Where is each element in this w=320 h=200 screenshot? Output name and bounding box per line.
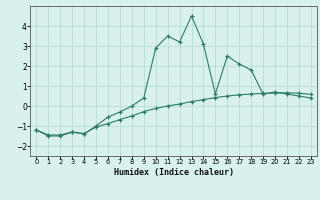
X-axis label: Humidex (Indice chaleur): Humidex (Indice chaleur) [114,168,234,177]
